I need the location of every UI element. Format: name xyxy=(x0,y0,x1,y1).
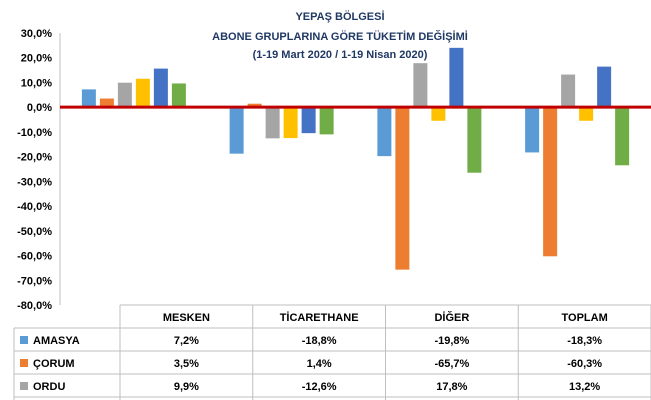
bar xyxy=(561,74,576,108)
bar xyxy=(99,98,114,108)
bar xyxy=(229,107,244,154)
bar xyxy=(319,107,334,135)
bar xyxy=(413,63,428,108)
table-cell: -65,7% xyxy=(434,358,469,370)
table-cell: -18,3% xyxy=(567,335,602,347)
table-cell: 1,4% xyxy=(307,358,332,370)
table-cell: 7,2% xyxy=(174,335,199,347)
y-tick-label: -20,0% xyxy=(17,152,52,164)
bar xyxy=(265,107,280,139)
y-tick-label: 0,0% xyxy=(27,102,52,114)
table-cell: 13,2% xyxy=(569,381,600,393)
chart-title-line-2: ABONE GRUPLARINA GÖRE TÜKETİM DEĞİŞİMİ xyxy=(212,30,468,43)
bar xyxy=(525,107,540,153)
y-tick-label: -80,0% xyxy=(17,300,52,312)
bar xyxy=(153,68,168,108)
y-tick-label: -30,0% xyxy=(17,176,52,188)
legend-swatch xyxy=(20,382,28,390)
y-tick-label: -50,0% xyxy=(17,226,52,238)
y-tick-label: 30,0% xyxy=(21,28,52,40)
chart-title-line-3: (1-19 Mart 2020 / 1-19 Nisan 2020) xyxy=(253,49,428,61)
chart-title: YEPAŞ BÖLGESİ ABONE GRUPLARINA GÖRE TÜKE… xyxy=(212,10,468,61)
table-column-header: DİĞER xyxy=(434,311,469,324)
bar xyxy=(135,78,150,108)
bars xyxy=(81,47,630,270)
legend-swatch xyxy=(20,359,28,367)
y-axis-ticks: 30,0% 20,0% 10,0% 0,0% -10,0% -20,0% -30,0% -40… xyxy=(17,28,52,312)
y-tick-label: 10,0% xyxy=(21,77,52,89)
y-tick-label: -40,0% xyxy=(17,201,52,213)
bar xyxy=(81,89,96,108)
table-cell: -19,8% xyxy=(434,335,469,347)
bar xyxy=(615,107,630,166)
y-tick-label: 20,0% xyxy=(21,53,52,65)
table-cell: -60,3% xyxy=(567,358,602,370)
y-tick-label: -60,0% xyxy=(17,251,52,263)
legend-label: ÇORUM xyxy=(33,358,75,370)
bar xyxy=(247,103,262,108)
table-column-header: MESKEN xyxy=(163,312,210,324)
bar xyxy=(395,107,410,270)
bar xyxy=(597,66,612,108)
y-tick-label: -10,0% xyxy=(17,127,52,139)
bar xyxy=(377,107,392,157)
table-cell: 17,8% xyxy=(436,381,467,393)
bar xyxy=(431,107,446,121)
legend-swatch xyxy=(20,336,28,344)
bar xyxy=(117,82,132,108)
bar xyxy=(543,107,558,257)
table-cell: -18,8% xyxy=(302,335,337,347)
legend-label: ORDU xyxy=(33,381,65,393)
table-cell: 9,9% xyxy=(174,381,199,393)
bar xyxy=(171,83,186,108)
bar xyxy=(301,107,316,134)
table-cell: -12,6% xyxy=(302,381,337,393)
y-tick-label: -70,0% xyxy=(17,275,52,287)
bar xyxy=(449,47,464,108)
bar xyxy=(283,107,298,139)
chart-title-line-1: YEPAŞ BÖLGESİ xyxy=(295,10,384,23)
bar xyxy=(467,107,482,173)
bar xyxy=(579,107,594,121)
data-table: MESKEN TİCARETHANE DİĞER TOPLAM AMASYA 7,2% -1… xyxy=(13,304,651,400)
table-column-header: TOPLAM xyxy=(562,312,608,324)
table-column-header: TİCARETHANE xyxy=(280,311,359,324)
table-cell: 3,5% xyxy=(174,358,199,370)
legend-label: AMASYA xyxy=(33,335,80,347)
